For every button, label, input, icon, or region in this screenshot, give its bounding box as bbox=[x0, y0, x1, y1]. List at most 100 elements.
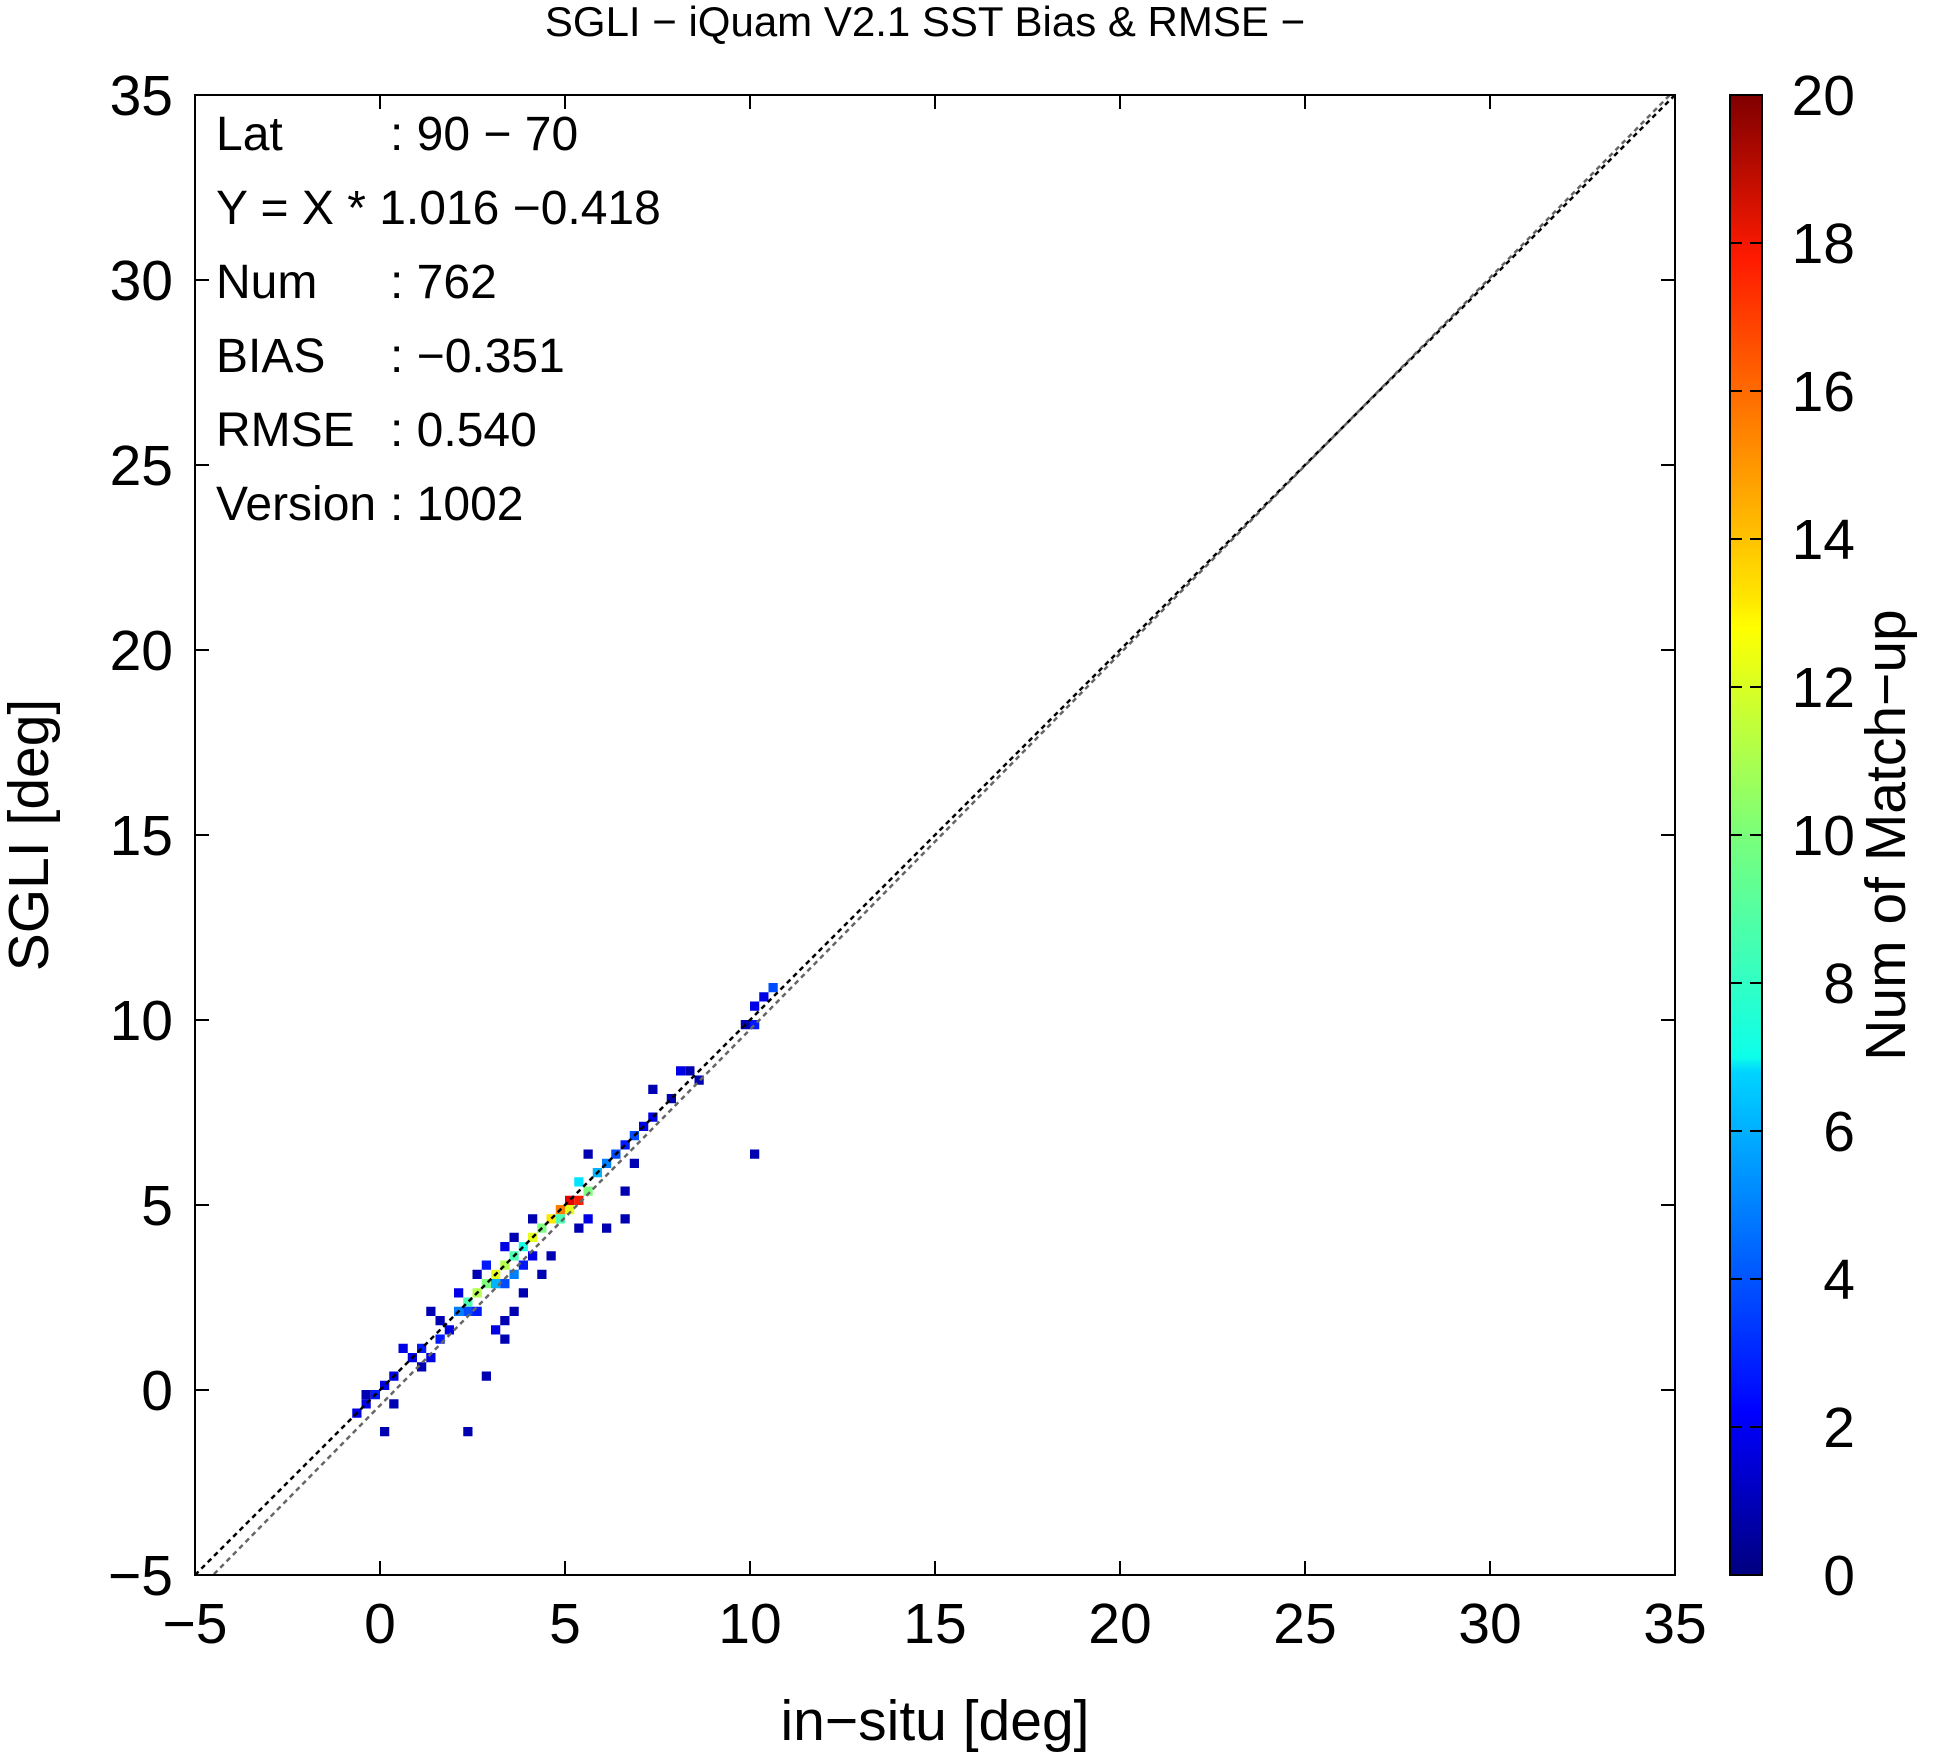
y-tick-label: 25 bbox=[110, 434, 173, 498]
heatmap-cell bbox=[361, 1399, 371, 1409]
colorbar-ticks: 0 2 4 6 8 10 12 14 16 18 20 bbox=[1730, 64, 1855, 1608]
stat-label: Num bbox=[216, 256, 317, 309]
heatmap-cell bbox=[509, 1269, 519, 1279]
heatmap-cell bbox=[759, 992, 769, 1002]
y-axis-label: SGLI [deg] bbox=[0, 699, 61, 972]
heatmap-cell bbox=[398, 1343, 408, 1353]
heatmap-cell bbox=[417, 1362, 427, 1372]
stat-value: : 0.540 bbox=[390, 404, 537, 457]
colorbar-tick-label: 2 bbox=[1823, 1396, 1855, 1460]
heatmap-cell bbox=[500, 1242, 510, 1252]
heatmap-cell bbox=[574, 1223, 584, 1233]
heatmap-cell bbox=[694, 1075, 704, 1085]
colorbar-tick-label: 18 bbox=[1792, 212, 1855, 276]
heatmap-cell bbox=[537, 1269, 547, 1279]
x-tick-label: 35 bbox=[1643, 1592, 1706, 1656]
heatmap-cell bbox=[583, 1186, 593, 1196]
stat-value: : 762 bbox=[390, 256, 497, 309]
heatmap-cell bbox=[380, 1380, 390, 1390]
heatmap-cell bbox=[500, 1279, 510, 1289]
heatmap-cell bbox=[463, 1297, 473, 1307]
heatmap-cell bbox=[426, 1306, 436, 1316]
stat-label: Y = X * 1.016 −0.418 bbox=[216, 182, 661, 235]
heatmap-cell bbox=[518, 1242, 528, 1252]
heatmap-cell bbox=[361, 1390, 371, 1400]
heatmap-cell bbox=[389, 1399, 399, 1409]
colorbar-tick-label: 4 bbox=[1823, 1248, 1855, 1312]
heatmap-cell bbox=[666, 1094, 676, 1104]
heatmap-cell bbox=[500, 1334, 510, 1344]
heatmap-cell bbox=[500, 1260, 510, 1270]
x-tick-label: 5 bbox=[549, 1592, 581, 1656]
heatmap-cell bbox=[481, 1260, 491, 1270]
heatmap-cell bbox=[565, 1195, 575, 1205]
heatmap-cell bbox=[528, 1214, 538, 1224]
heatmap-cell bbox=[546, 1214, 556, 1224]
heatmap-cell bbox=[602, 1158, 612, 1168]
heatmap-cell bbox=[768, 983, 778, 993]
heatmap-cell bbox=[583, 1149, 593, 1159]
stat-label: Version bbox=[216, 478, 376, 531]
colorbar-tick-label: 16 bbox=[1792, 360, 1855, 424]
colorbar-tick-label: 8 bbox=[1823, 952, 1855, 1016]
chart-title: SGLI − iQuam V2.1 SST Bias & RMSE − bbox=[545, 0, 1305, 45]
heatmap-cell bbox=[454, 1288, 464, 1298]
stat-value: : −0.351 bbox=[390, 330, 565, 383]
colorbar-tick-label: 12 bbox=[1792, 656, 1855, 720]
heatmap-cell bbox=[509, 1232, 519, 1242]
heatmap-cell bbox=[491, 1279, 501, 1289]
heatmap-cell bbox=[750, 1020, 760, 1030]
heatmap-cell bbox=[620, 1186, 630, 1196]
heatmap-cell bbox=[648, 1084, 658, 1094]
heatmap-cell bbox=[750, 1149, 760, 1159]
y-tick-label: 30 bbox=[110, 249, 173, 313]
x-tick-label: 15 bbox=[903, 1592, 966, 1656]
heatmap-cell bbox=[481, 1371, 491, 1381]
heatmap-cell bbox=[528, 1251, 538, 1261]
stats-box: Lat : 90 − 70 Y = X * 1.016 −0.418 Num : 762… bbox=[216, 108, 661, 531]
y-tick-label: 5 bbox=[141, 1174, 173, 1238]
y-tick-label: 10 bbox=[110, 989, 173, 1053]
heatmap-cell bbox=[509, 1306, 519, 1316]
heatmap-cell bbox=[750, 1001, 760, 1011]
stat-value: : 90 − 70 bbox=[390, 108, 578, 161]
heatmap-cell bbox=[620, 1214, 630, 1224]
reference-lines bbox=[195, 95, 1675, 1575]
heatmap-cell bbox=[435, 1334, 445, 1344]
one-to-one-line bbox=[195, 95, 1675, 1575]
y-tick-label: −5 bbox=[108, 1544, 173, 1608]
colorbar-tick-label: 20 bbox=[1792, 64, 1855, 128]
heatmap-cell bbox=[676, 1066, 686, 1076]
heatmap-cell bbox=[583, 1214, 593, 1224]
heatmap-cell bbox=[500, 1316, 510, 1326]
stat-label: Lat bbox=[216, 108, 283, 161]
y-axis: −5 0 5 10 15 20 25 30 35 bbox=[108, 64, 1675, 1608]
x-tick-label: 0 bbox=[364, 1592, 396, 1656]
stat-label: RMSE bbox=[216, 404, 355, 457]
x-axis: −5 0 5 10 15 20 25 30 35 bbox=[163, 95, 1707, 1656]
stat-value: : 1002 bbox=[390, 478, 523, 531]
heatmap-cell bbox=[518, 1260, 528, 1270]
y-tick-label: 20 bbox=[110, 619, 173, 683]
x-tick-label: 20 bbox=[1088, 1592, 1151, 1656]
y-tick-label: 35 bbox=[110, 64, 173, 128]
heatmap-cell bbox=[602, 1223, 612, 1233]
y-tick-label: 15 bbox=[110, 804, 173, 868]
heatmap-cell bbox=[435, 1316, 445, 1326]
heatmap-cell bbox=[518, 1288, 528, 1298]
colorbar-tick-label: 6 bbox=[1823, 1100, 1855, 1164]
heatmap-cell bbox=[491, 1325, 501, 1335]
heatmap-cell bbox=[481, 1279, 491, 1289]
heatmap-cell bbox=[565, 1205, 575, 1215]
x-tick-label: 25 bbox=[1273, 1592, 1336, 1656]
heatmap-cell bbox=[574, 1177, 584, 1187]
heatmap-cell bbox=[685, 1066, 695, 1076]
heatmap-cell bbox=[463, 1306, 473, 1316]
heatmap-cell bbox=[546, 1251, 556, 1261]
heatmap-cell bbox=[574, 1195, 584, 1205]
heatmap-cell bbox=[426, 1353, 436, 1363]
heatmap-cell bbox=[648, 1112, 658, 1122]
heatmap-cell bbox=[444, 1325, 454, 1335]
heatmap-cell bbox=[555, 1214, 565, 1224]
